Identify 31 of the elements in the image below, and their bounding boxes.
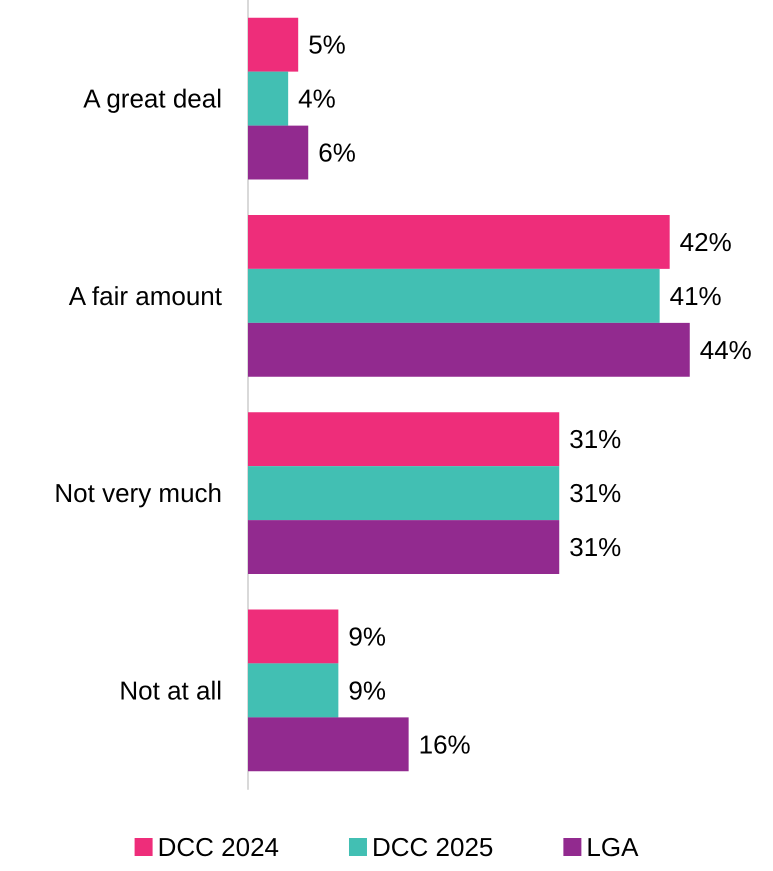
data-label: 16% xyxy=(418,729,471,760)
data-label: 31% xyxy=(569,532,622,562)
y-tick-label: A fair amount xyxy=(68,280,223,311)
data-label: 6% xyxy=(318,138,356,168)
bar xyxy=(248,215,670,269)
y-tick-label: Not at all xyxy=(119,675,222,706)
bar xyxy=(248,412,560,466)
data-label: 9% xyxy=(348,675,386,706)
data-label: 42% xyxy=(680,226,732,257)
bar xyxy=(248,717,409,772)
data-label: 31% xyxy=(569,478,622,508)
bar xyxy=(248,466,560,520)
legend-label: DCC 2025 xyxy=(372,832,494,862)
bar xyxy=(248,18,298,72)
bar xyxy=(248,610,338,664)
data-label: 41% xyxy=(670,280,722,311)
data-label: 31% xyxy=(569,424,622,454)
y-tick-label: A great deal xyxy=(83,84,222,114)
data-label: 5% xyxy=(308,30,346,60)
bar xyxy=(248,268,660,323)
data-label: 9% xyxy=(348,621,386,652)
bar xyxy=(248,72,288,126)
data-label: 44% xyxy=(700,334,752,365)
bar xyxy=(248,520,560,574)
bar xyxy=(248,126,308,180)
legend-label: DCC 2024 xyxy=(158,832,279,862)
bar xyxy=(248,322,690,377)
bar xyxy=(248,663,338,718)
legend-label: LGA xyxy=(586,832,640,862)
data-label: 4% xyxy=(298,84,336,114)
y-tick-label: Not very much xyxy=(54,478,222,508)
